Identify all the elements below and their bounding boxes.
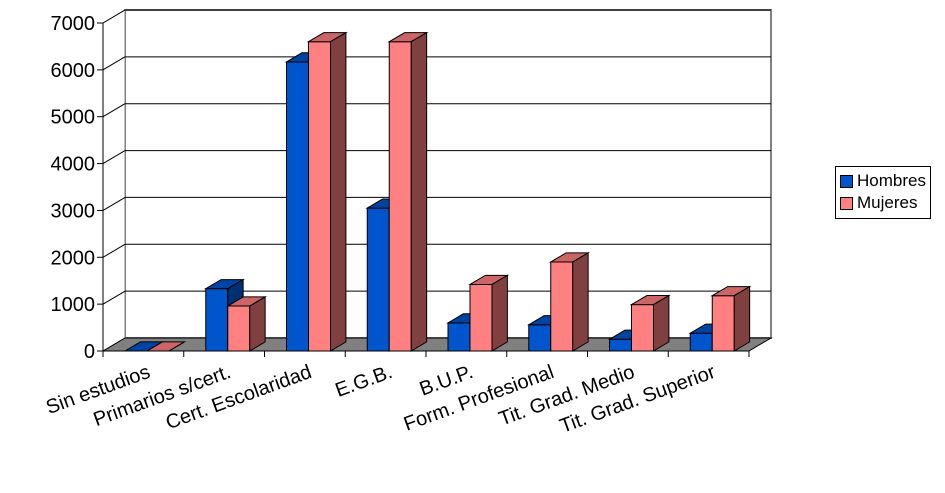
bar-front [609,338,632,352]
bar-side [410,31,428,352]
bar-front [205,288,229,352]
y-tick-label: 7000 [51,13,96,35]
y-tick-label: 0 [84,341,95,363]
bar-mujeres [306,31,348,352]
bar-side [491,274,508,352]
bar-side [168,341,185,352]
bar-front [447,322,471,352]
chart-floor [101,337,773,352]
y-tick-label: 4000 [51,154,96,176]
floor [101,337,773,352]
side-wall [102,9,126,352]
legend-item-mujeres: Mujeres [840,192,926,214]
legend-item-hombres: Hombres [840,170,926,192]
gridline-side [102,243,126,258]
bar-front [711,295,735,352]
gridline-side [102,196,126,211]
bar-mujeres [387,31,429,352]
bar-side [249,296,266,352]
gridline-side [102,103,126,118]
bar-front [550,261,574,352]
y-tick-label: 3000 [51,200,96,222]
bar-front [689,332,713,352]
legend-swatch-mujeres [840,196,853,210]
y-tick-label: 5000 [51,107,96,129]
y-tick-label: 1000 [51,294,96,316]
bar-front [631,304,654,352]
bar-front [286,61,309,352]
bar-front [308,41,331,352]
bar-front [528,324,552,352]
bar-side [733,285,751,352]
bar-front [388,41,412,352]
gridline-side [102,290,126,305]
y-axis-ticks: 0 1000 2000 3000 4000 5000 6000 7000 [51,13,104,363]
bar-front [366,207,390,352]
x-category-label: E.G.B. [332,361,395,402]
chart-walls [102,9,772,352]
legend: Hombres Mujeres [835,166,931,219]
gridlines [102,9,771,305]
bars [123,31,752,352]
legend-label-mujeres: Mujeres [857,193,918,212]
gridline-side [102,150,126,165]
bar-front [227,305,251,352]
y-tick-label: 2000 [51,247,96,269]
legend-swatch-hombres [840,174,853,188]
legend-label-hombres: Hombres [857,171,926,190]
bar-front [469,283,493,352]
bar-mujeres [468,274,510,352]
bar-mujeres [629,294,671,352]
bar-mujeres [548,251,590,352]
bar-side [572,251,589,352]
bar-mujeres [145,341,187,352]
gridline-side [102,56,126,71]
bar-side [330,31,347,352]
gridline-side [102,9,126,24]
y-tick-label: 6000 [51,60,96,82]
bar-mujeres [710,285,752,352]
bar-mujeres [225,296,267,352]
bar-side [653,294,670,352]
